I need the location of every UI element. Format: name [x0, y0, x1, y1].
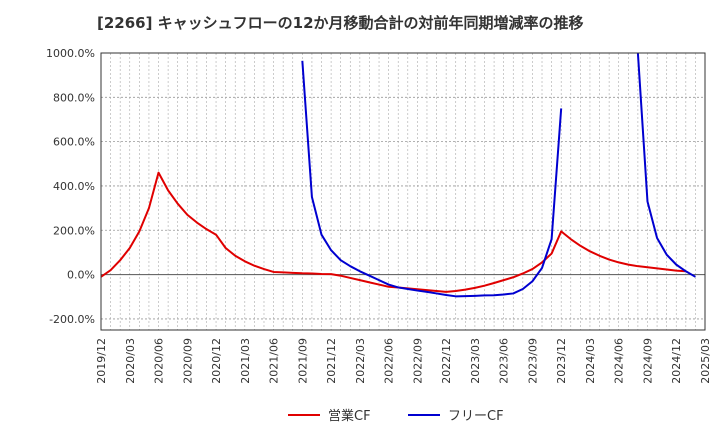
y-tick-label: 1000.0%: [46, 47, 95, 60]
series-line-free-cf: [301, 60, 563, 298]
x-tick-label: 2024/12: [670, 338, 683, 384]
x-tick-label: 2021/03: [239, 338, 252, 384]
x-tick-label: 2020/06: [153, 338, 166, 384]
x-tick-label: 2023/06: [498, 338, 511, 384]
y-tick-label: 800.0%: [53, 91, 95, 104]
x-tick-label: 2019/12: [95, 338, 108, 384]
legend-label: 営業CF: [328, 408, 371, 424]
y-tick-label: 200.0%: [53, 224, 95, 237]
y-tick-label: 600.0%: [53, 136, 95, 149]
x-tick-label: 2020/12: [210, 338, 223, 384]
legend: 営業CF フリーCF: [288, 408, 504, 424]
y-axis-labels: -200.0% 0.0% 200.0% 400.0% 600.0% 800.0% 1000.…: [46, 47, 95, 326]
x-tick-label: 2025/03: [699, 338, 712, 384]
y-tick-label: 400.0%: [53, 180, 95, 193]
x-tick-label: 2021/09: [296, 338, 309, 384]
x-tick-label: 2020/09: [181, 338, 194, 384]
series-line-operating-cf: [101, 171, 686, 293]
x-tick-label: 2022/06: [383, 338, 396, 384]
x-tick-label: 2021/06: [268, 338, 281, 384]
x-axis-labels: 2019/12 2020/03 2020/06 2020/09 2020/12 2021/…: [95, 338, 712, 384]
series-layer: [101, 53, 696, 298]
x-tick-label: 2024/09: [641, 338, 654, 384]
x-tick-label: 2022/09: [411, 338, 424, 384]
x-tick-label: 2022/12: [440, 338, 453, 384]
x-tick-label: 2021/12: [325, 338, 338, 384]
x-tick-label: 2023/12: [555, 338, 568, 384]
series-line-free-cf: [636, 53, 696, 278]
chart-title: [2266] キャッシュフローの12か月移動合計の対前年同期増減率の推移: [97, 14, 584, 32]
plot-background: [101, 53, 705, 330]
x-tick-label: 2022/03: [354, 338, 367, 384]
legend-label: フリーCF: [448, 409, 504, 424]
plot-frame: [100, 52, 706, 331]
y-tick-label: 0.0%: [67, 269, 95, 282]
y-tick-label: -200.0%: [49, 313, 95, 326]
x-tick-label: 2024/03: [584, 338, 597, 384]
x-tick-label: 2024/06: [613, 338, 626, 384]
x-tick-label: 2020/03: [124, 338, 137, 384]
x-tick-label: 2023/03: [469, 338, 482, 384]
x-tick-label: 2023/09: [526, 338, 539, 384]
